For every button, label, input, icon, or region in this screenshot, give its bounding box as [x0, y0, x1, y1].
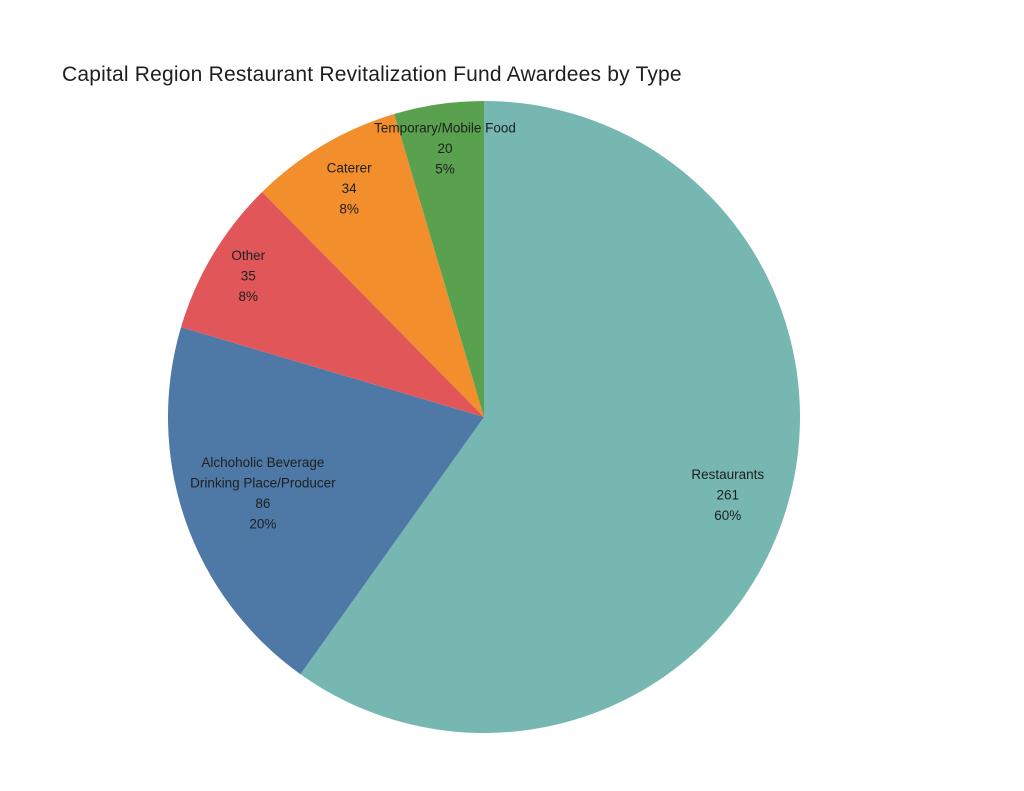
- slice-label-caterer: Caterer 34 8%: [327, 161, 373, 217]
- pie-slice-temporary-mobile-food[interactable]: [394, 101, 484, 417]
- pie-slice-other[interactable]: [181, 191, 484, 417]
- slice-label-other: Other 35 8%: [231, 248, 265, 304]
- slice-label-alcoholic-beverage: Alchoholic Beverage Drinking Place/Produc…: [190, 455, 336, 532]
- slice-label-temporary-mobile-food: Temporary/Mobile Food 20 5%: [374, 120, 516, 176]
- pie-slice-restaurants[interactable]: [300, 101, 800, 734]
- slice-label-restaurants: Restaurants 261 60%: [691, 467, 764, 523]
- chart-title: Capital Region Restaurant Revitalization…: [62, 63, 682, 86]
- pie-slice-alcoholic-beverage[interactable]: [167, 327, 484, 675]
- pie-slice-caterer[interactable]: [262, 114, 484, 417]
